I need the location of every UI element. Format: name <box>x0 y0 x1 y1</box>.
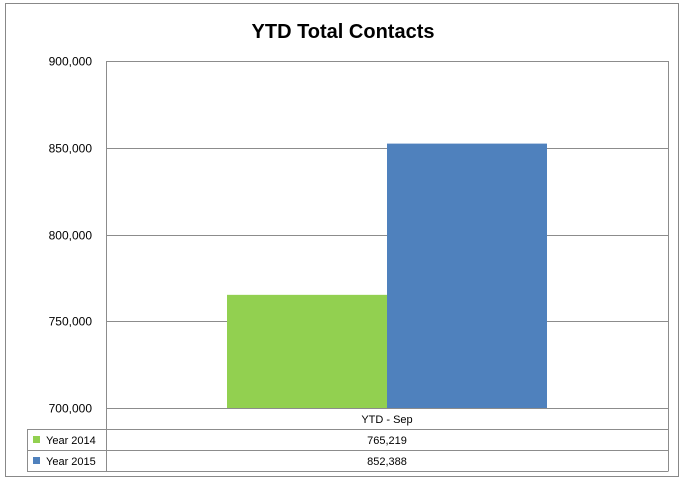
chart-title: YTD Total Contacts <box>252 21 435 43</box>
legend-label: Year 2015 <box>46 456 96 468</box>
data-value-label: 852,388 <box>367 456 407 468</box>
bars <box>227 143 547 409</box>
legend-swatch <box>33 436 40 443</box>
y-tick-label: 800,000 <box>49 229 93 243</box>
bar-year-2015 <box>387 143 547 409</box>
y-tick-label: 700,000 <box>49 402 93 416</box>
y-tick-label: 750,000 <box>49 315 93 329</box>
y-axis-ticks: 700,000 750,000 800,000 850,000 900,000 <box>49 55 93 416</box>
legend-swatch <box>33 457 40 464</box>
x-category-label: YTD - Sep <box>361 414 412 426</box>
y-tick-label: 850,000 <box>49 142 93 156</box>
legend-label: Year 2014 <box>46 435 96 447</box>
data-table: YTD - Sep Year 2014 765,219 Year 2015 852,38… <box>27 61 669 472</box>
data-value-label: 765,219 <box>367 435 407 447</box>
y-tick-label: 900,000 <box>49 55 93 69</box>
bar-year-2014 <box>227 294 387 408</box>
